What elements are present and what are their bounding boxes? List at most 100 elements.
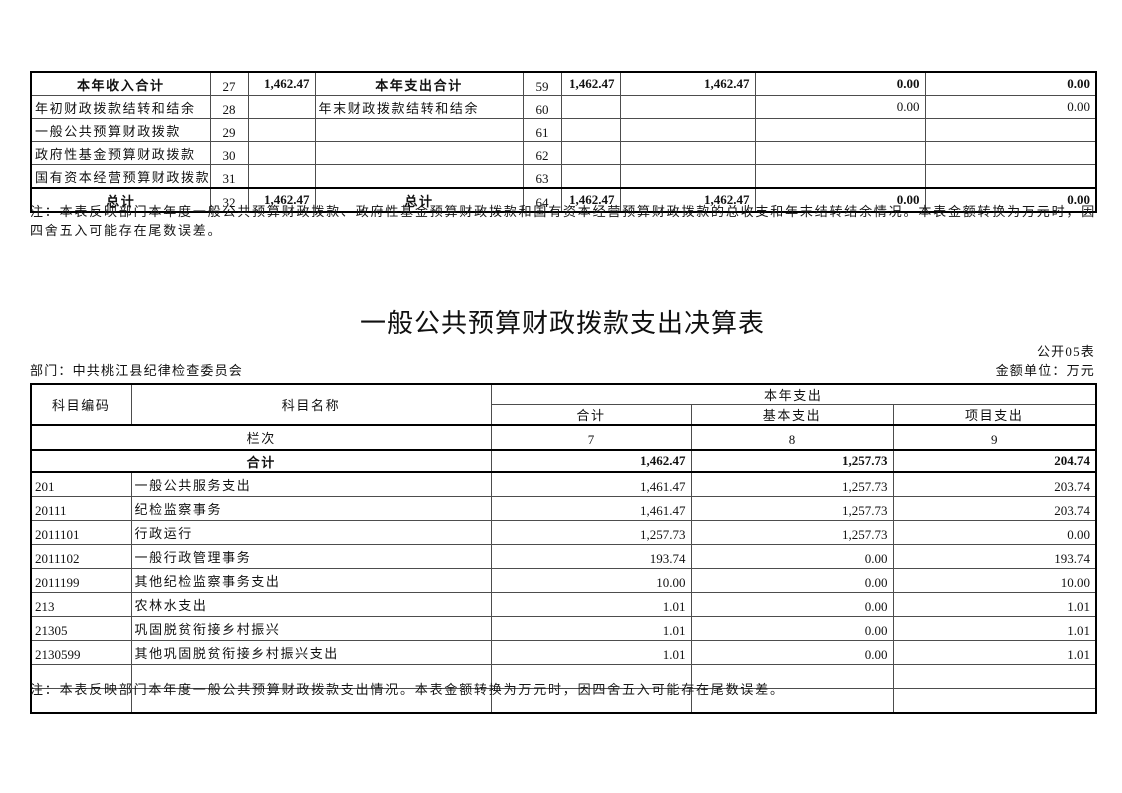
basic-expense-cell: 0.00 [690, 568, 894, 593]
expense-line-no-cell: 61 [522, 118, 562, 142]
total-cell: 1.01 [490, 616, 692, 641]
expense-label-cell [314, 141, 524, 165]
amount-cell [560, 141, 621, 165]
table-row: 20111 纪检监察事务 1,461.47 1,257.73 203.74 [30, 496, 1097, 521]
income-line-no-cell: 27 [209, 71, 249, 96]
amount-cell [560, 118, 621, 142]
subject-name-cell: 一般公共服务支出 [130, 471, 492, 497]
table-row: 213 农林水支出 1.01 0.00 1.01 [30, 592, 1097, 617]
header-total: 合计 [490, 404, 692, 426]
total-cell: 1,462.47 [490, 449, 692, 473]
income-amount-cell: 1,462.47 [247, 71, 316, 96]
amount-cell: 0.00 [924, 95, 1097, 119]
table-row [30, 688, 1097, 714]
expense-line-no-cell: 60 [522, 95, 562, 119]
table-row [30, 664, 1097, 689]
project-expense-cell: 204.74 [892, 449, 1097, 473]
basic-expense-cell: 1,257.73 [690, 496, 894, 521]
table-row: 2130599 其他巩固脱贫衔接乡村振兴支出 1.01 0.00 1.01 [30, 640, 1097, 665]
expense-label-cell: 总计 [314, 187, 524, 213]
column-index-project: 9 [892, 424, 1097, 451]
amount-cell [754, 141, 926, 165]
amount-cell [560, 164, 621, 189]
header-subject-name: 科目名称 [130, 383, 492, 426]
project-expense-cell: 1.01 [892, 592, 1097, 617]
amount-cell: 0.00 [754, 95, 926, 119]
table-row: 一般公共预算财政拨款 29 61 [30, 118, 1097, 142]
total-cell: 193.74 [490, 544, 692, 569]
income-label-cell: 本年收入合计 [30, 71, 211, 96]
subject-code-cell [30, 664, 132, 689]
summary-table: 本年收入合计 27 1,462.47 本年支出合计 59 1,462.47 1,… [30, 71, 1097, 213]
header-project-expense: 项目支出 [892, 404, 1097, 426]
basic-expense-cell [690, 664, 894, 689]
subject-code-cell: 201 [30, 471, 132, 497]
total-row: 合计 1,462.47 1,257.73 204.74 [30, 449, 1097, 473]
income-line-no-cell: 32 [209, 187, 249, 213]
table-row: 201 一般公共服务支出 1,461.47 1,257.73 203.74 [30, 471, 1097, 497]
subject-name-cell: 行政运行 [130, 520, 492, 545]
expenditure-table: 科目编码 科目名称 本年支出 合计 基本支出 项目支出 栏次 7 8 9 合计 … [30, 383, 1097, 714]
project-expense-cell [892, 688, 1097, 714]
subject-code-cell: 2011199 [30, 568, 132, 593]
table-row: 总计 32 1,462.47 总计 64 1,462.47 1,462.47 0… [30, 187, 1097, 213]
amount-cell: 0.00 [754, 71, 926, 96]
header-basic-expense: 基本支出 [690, 404, 894, 426]
column-index-row: 栏次 7 8 9 [30, 424, 1097, 451]
subject-code-cell: 2130599 [30, 640, 132, 665]
table-row: 2011101 行政运行 1,257.73 1,257.73 0.00 [30, 520, 1097, 545]
income-line-no-cell: 29 [209, 118, 249, 142]
table-code-label: 公开05表 [1036, 344, 1095, 359]
income-label-cell: 国有资本经营预算财政拨款 [30, 164, 211, 189]
total-cell: 1,257.73 [490, 520, 692, 545]
unit-label: 金额单位：万元 [995, 363, 1095, 378]
amount-cell: 1,462.47 [619, 187, 756, 213]
income-label-cell: 年初财政拨款结转和结余 [30, 95, 211, 119]
expense-line-no-cell: 62 [522, 141, 562, 165]
project-expense-cell [892, 664, 1097, 689]
total-cell: 1,461.47 [490, 496, 692, 521]
header-subrow: 合计 基本支出 项目支出 [31, 404, 1097, 426]
subject-code-cell: 21305 [30, 616, 132, 641]
total-row-label: 合计 [30, 449, 492, 473]
income-line-no-cell: 30 [209, 141, 249, 165]
income-line-no-cell: 28 [209, 95, 249, 119]
basic-expense-cell: 0.00 [690, 592, 894, 617]
total-cell: 1.01 [490, 640, 692, 665]
summary-table-note: 注：本表反映部门本年度一般公共预算财政拨款、政府性基金预算财政拨款和国有资本经营… [30, 204, 1096, 238]
column-index-basic: 8 [690, 424, 894, 451]
amount-cell [754, 164, 926, 189]
project-expense-cell: 10.00 [892, 568, 1097, 593]
table-meta-row: 部门：中共桃江县纪律检查委员会 金额单位：万元 [30, 360, 1095, 379]
subject-name-cell: 其他巩固脱贫衔接乡村振兴支出 [130, 640, 492, 665]
total-cell [490, 688, 692, 714]
amount-cell [754, 118, 926, 142]
header-subject-code: 科目编码 [30, 383, 132, 426]
income-amount-cell [247, 164, 316, 189]
income-amount-cell [247, 118, 316, 142]
amount-cell [619, 118, 756, 142]
expense-label-cell [314, 164, 524, 189]
table-row: 国有资本经营预算财政拨款 31 63 [30, 164, 1097, 189]
column-index-total: 7 [490, 424, 692, 451]
basic-expense-cell: 1,257.73 [690, 449, 894, 473]
income-amount-cell [247, 95, 316, 119]
amount-cell: 1,462.47 [560, 71, 621, 96]
project-expense-cell: 203.74 [892, 496, 1097, 521]
basic-expense-cell: 0.00 [690, 544, 894, 569]
amount-cell: 0.00 [924, 187, 1097, 213]
subject-name-cell: 农林水支出 [130, 592, 492, 617]
amount-cell [619, 95, 756, 119]
expense-label-cell [314, 118, 524, 142]
subject-name-cell [130, 688, 492, 714]
expenditure-table-note: 注：本表反映部门本年度一般公共预算财政拨款支出情况。本表金额转换为万元时，因四舍… [30, 682, 785, 697]
project-expense-cell: 0.00 [892, 520, 1097, 545]
income-label-cell: 政府性基金预算财政拨款 [30, 141, 211, 165]
table-row: 政府性基金预算财政拨款 30 62 [30, 141, 1097, 165]
expense-line-no-cell: 59 [522, 71, 562, 96]
amount-cell [619, 141, 756, 165]
income-label-cell: 一般公共预算财政拨款 [30, 118, 211, 142]
income-label-cell: 总计 [30, 187, 211, 213]
basic-expense-cell: 1,257.73 [690, 520, 894, 545]
total-cell: 1,461.47 [490, 471, 692, 497]
